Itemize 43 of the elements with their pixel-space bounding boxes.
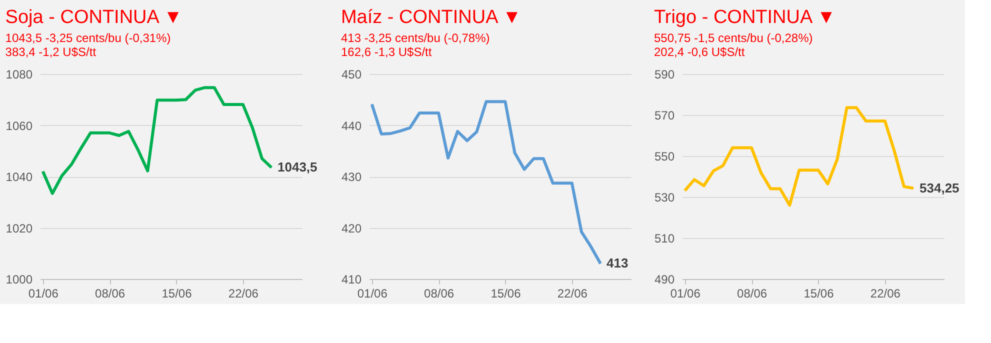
x-tick-label: 15/06 <box>490 286 522 300</box>
text: 202,4 -0,6 U$S/tt <box>654 45 746 59</box>
x-tick-label: 08/06 <box>424 286 454 300</box>
line-series <box>41 86 274 195</box>
x-tick-label: 01/06 <box>28 286 59 300</box>
x-tick-label: 01/06 <box>357 286 388 300</box>
text: 383,4 -1,2 U$S/tt <box>5 45 97 59</box>
y-tick-label: 1060 <box>6 118 33 133</box>
x-tick-label: 01/06 <box>670 286 701 300</box>
y-tick-label: 570 <box>654 108 675 122</box>
x-tick-label: 15/06 <box>804 286 834 300</box>
text: 413 -3,25 cents/bu (-0,78%) <box>340 31 490 45</box>
text: 550,75 -1,5 cents/bu (-0,28%) <box>654 31 813 45</box>
y-tick-label: 440 <box>341 118 362 133</box>
text: 162,6 -1,3 U$S/tt <box>340 45 432 59</box>
x-tick-label: 08/06 <box>737 286 768 300</box>
data-label: 413 <box>606 256 628 271</box>
chart-title: Maíz - CONTINUA ▼ <box>340 7 522 28</box>
line-series <box>370 100 602 266</box>
y-tick-label: 1040 <box>6 170 33 184</box>
y-tick-label: 450 <box>341 68 362 82</box>
x-tick-label: 22/06 <box>557 286 588 300</box>
x-tick-label: 22/06 <box>228 286 259 300</box>
x-tick-label: 22/06 <box>870 286 901 300</box>
y-tick-label: 510 <box>654 232 675 246</box>
y-tick-label: 530 <box>654 190 675 204</box>
chart-title: Soja - CONTINUA ▼ <box>5 7 182 28</box>
y-tick-label: 1020 <box>6 221 33 236</box>
chart-title: Trigo - CONTINUA ▼ <box>654 7 836 28</box>
y-tick-label: 410 <box>341 272 362 286</box>
x-tick-label: 08/06 <box>95 286 126 300</box>
y-tick-label: 430 <box>341 170 362 184</box>
y-tick-label: 420 <box>341 221 362 236</box>
text: 1043,5 -3,25 cents/bu (-0,31%) <box>5 31 171 45</box>
y-tick-label: 490 <box>654 272 675 286</box>
data-label: 534,25 <box>920 180 960 196</box>
y-tick-label: 590 <box>654 68 675 82</box>
y-tick-label: 1080 <box>6 68 33 82</box>
y-tick-label: 1000 <box>6 272 33 286</box>
data-label: 1043,5 <box>278 160 318 175</box>
y-tick-label: 550 <box>654 150 675 164</box>
line-series <box>683 106 916 207</box>
x-tick-label: 15/06 <box>162 286 192 300</box>
